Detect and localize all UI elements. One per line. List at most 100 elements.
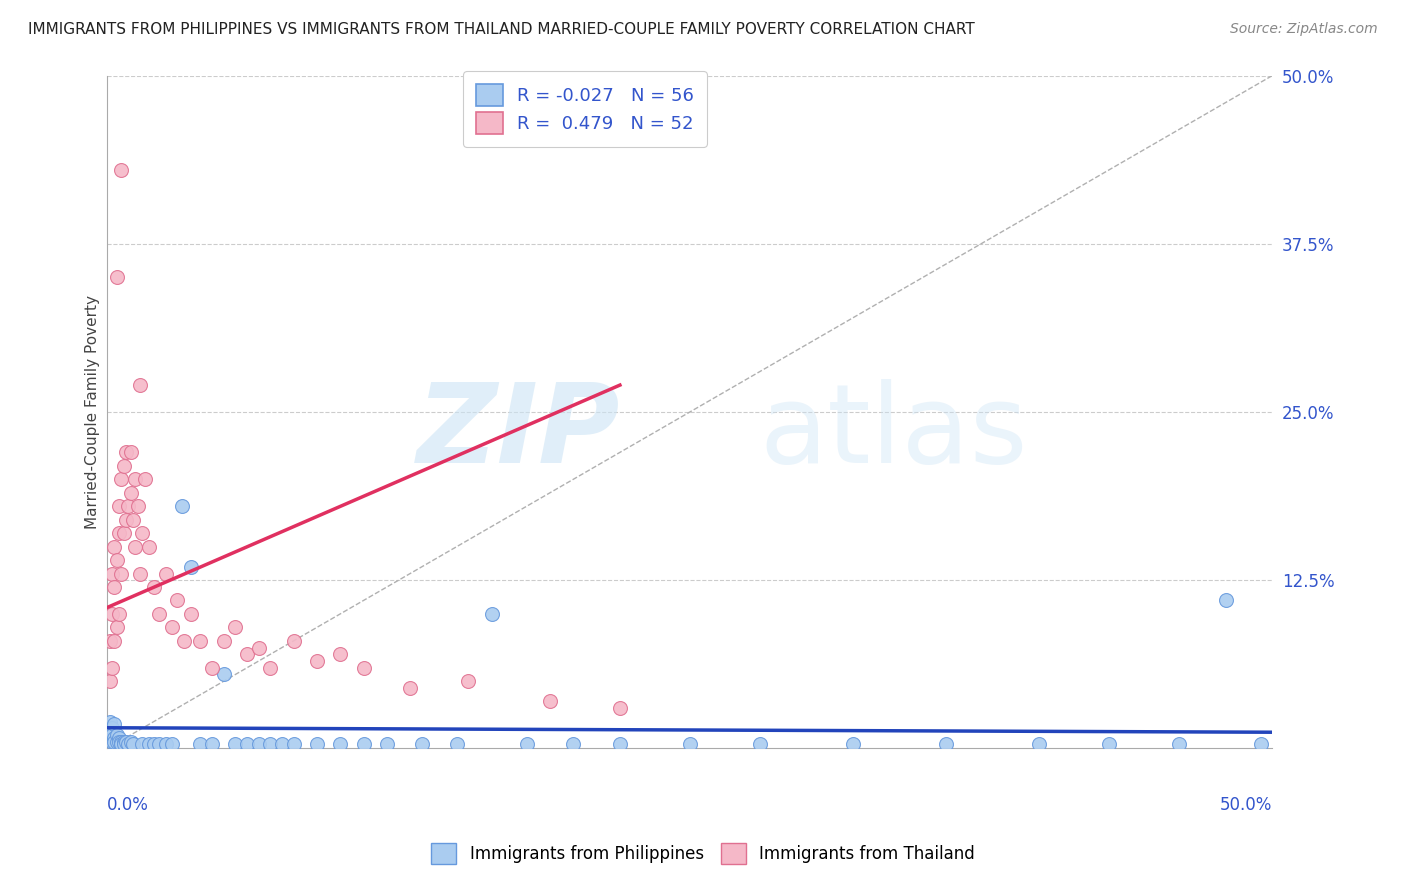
Point <box>131 738 153 752</box>
Point <box>305 738 328 752</box>
Point <box>935 738 957 752</box>
Point <box>112 526 135 541</box>
Point <box>329 647 352 661</box>
Point <box>1250 738 1272 752</box>
Point <box>101 735 124 749</box>
Point <box>110 738 132 752</box>
Point <box>112 738 135 752</box>
Point <box>108 735 131 749</box>
Text: 50.0%: 50.0% <box>1220 796 1272 814</box>
Point <box>148 607 170 621</box>
Point <box>131 526 153 541</box>
Point <box>446 738 468 752</box>
Point <box>103 580 125 594</box>
Point <box>128 566 150 581</box>
Point <box>98 728 121 742</box>
Point <box>353 661 375 675</box>
Point <box>201 738 224 752</box>
Point <box>134 472 156 486</box>
Text: 0.0%: 0.0% <box>107 796 149 814</box>
Point <box>112 735 135 749</box>
Legend: R = -0.027   N = 56, R =  0.479   N = 52: R = -0.027 N = 56, R = 0.479 N = 52 <box>463 71 707 147</box>
Point <box>538 694 561 708</box>
Text: ZIP: ZIP <box>416 379 620 485</box>
Point <box>155 738 177 752</box>
Point <box>180 607 202 621</box>
Point <box>105 270 128 285</box>
Point <box>259 661 281 675</box>
Point <box>247 738 270 752</box>
Point <box>115 513 138 527</box>
Point <box>112 458 135 473</box>
Point <box>353 738 375 752</box>
Point <box>190 633 212 648</box>
Text: atlas: atlas <box>759 379 1028 485</box>
Point <box>110 472 132 486</box>
Point <box>105 553 128 567</box>
Point <box>101 728 124 742</box>
Point <box>103 731 125 745</box>
Point <box>124 472 146 486</box>
Point <box>201 661 224 675</box>
Point <box>98 674 121 689</box>
Point <box>98 633 121 648</box>
Point <box>155 566 177 581</box>
Point <box>212 633 235 648</box>
Point <box>98 714 121 729</box>
Point <box>110 162 132 177</box>
Point <box>115 445 138 459</box>
Point <box>283 738 305 752</box>
Text: IMMIGRANTS FROM PHILIPPINES VS IMMIGRANTS FROM THAILAND MARRIED-COUPLE FAMILY PO: IMMIGRANTS FROM PHILIPPINES VS IMMIGRANT… <box>28 22 974 37</box>
Point <box>170 500 193 514</box>
Point <box>138 738 160 752</box>
Point <box>173 633 195 648</box>
Point <box>110 735 132 749</box>
Point <box>108 731 131 745</box>
Point <box>110 566 132 581</box>
Point <box>103 633 125 648</box>
Point <box>148 738 170 752</box>
Point <box>142 580 165 594</box>
Point <box>120 735 142 749</box>
Point <box>329 738 352 752</box>
Point <box>128 378 150 392</box>
Point <box>101 721 124 735</box>
Point <box>117 738 139 752</box>
Point <box>1168 738 1191 752</box>
Point <box>120 445 142 459</box>
Y-axis label: Married-Couple Family Poverty: Married-Couple Family Poverty <box>86 295 100 529</box>
Point <box>224 738 246 752</box>
Point <box>142 738 165 752</box>
Point <box>679 738 702 752</box>
Point <box>117 500 139 514</box>
Point <box>247 640 270 655</box>
Point <box>103 540 125 554</box>
Point <box>101 566 124 581</box>
Point <box>271 738 294 752</box>
Point <box>162 620 184 634</box>
Point <box>190 738 212 752</box>
Point <box>120 485 142 500</box>
Point <box>127 500 149 514</box>
Point <box>122 513 145 527</box>
Point <box>259 738 281 752</box>
Point <box>101 661 124 675</box>
Point <box>212 667 235 681</box>
Point <box>411 738 433 752</box>
Point <box>103 717 125 731</box>
Point <box>108 500 131 514</box>
Point <box>1098 738 1121 752</box>
Point <box>105 728 128 742</box>
Point <box>609 738 631 752</box>
Point <box>115 735 138 749</box>
Legend: Immigrants from Philippines, Immigrants from Thailand: Immigrants from Philippines, Immigrants … <box>425 837 981 871</box>
Point <box>375 738 398 752</box>
Point <box>122 738 145 752</box>
Point <box>105 735 128 749</box>
Point <box>162 738 184 752</box>
Point <box>842 738 865 752</box>
Point <box>399 681 422 695</box>
Point <box>305 654 328 668</box>
Point <box>124 540 146 554</box>
Point <box>224 620 246 634</box>
